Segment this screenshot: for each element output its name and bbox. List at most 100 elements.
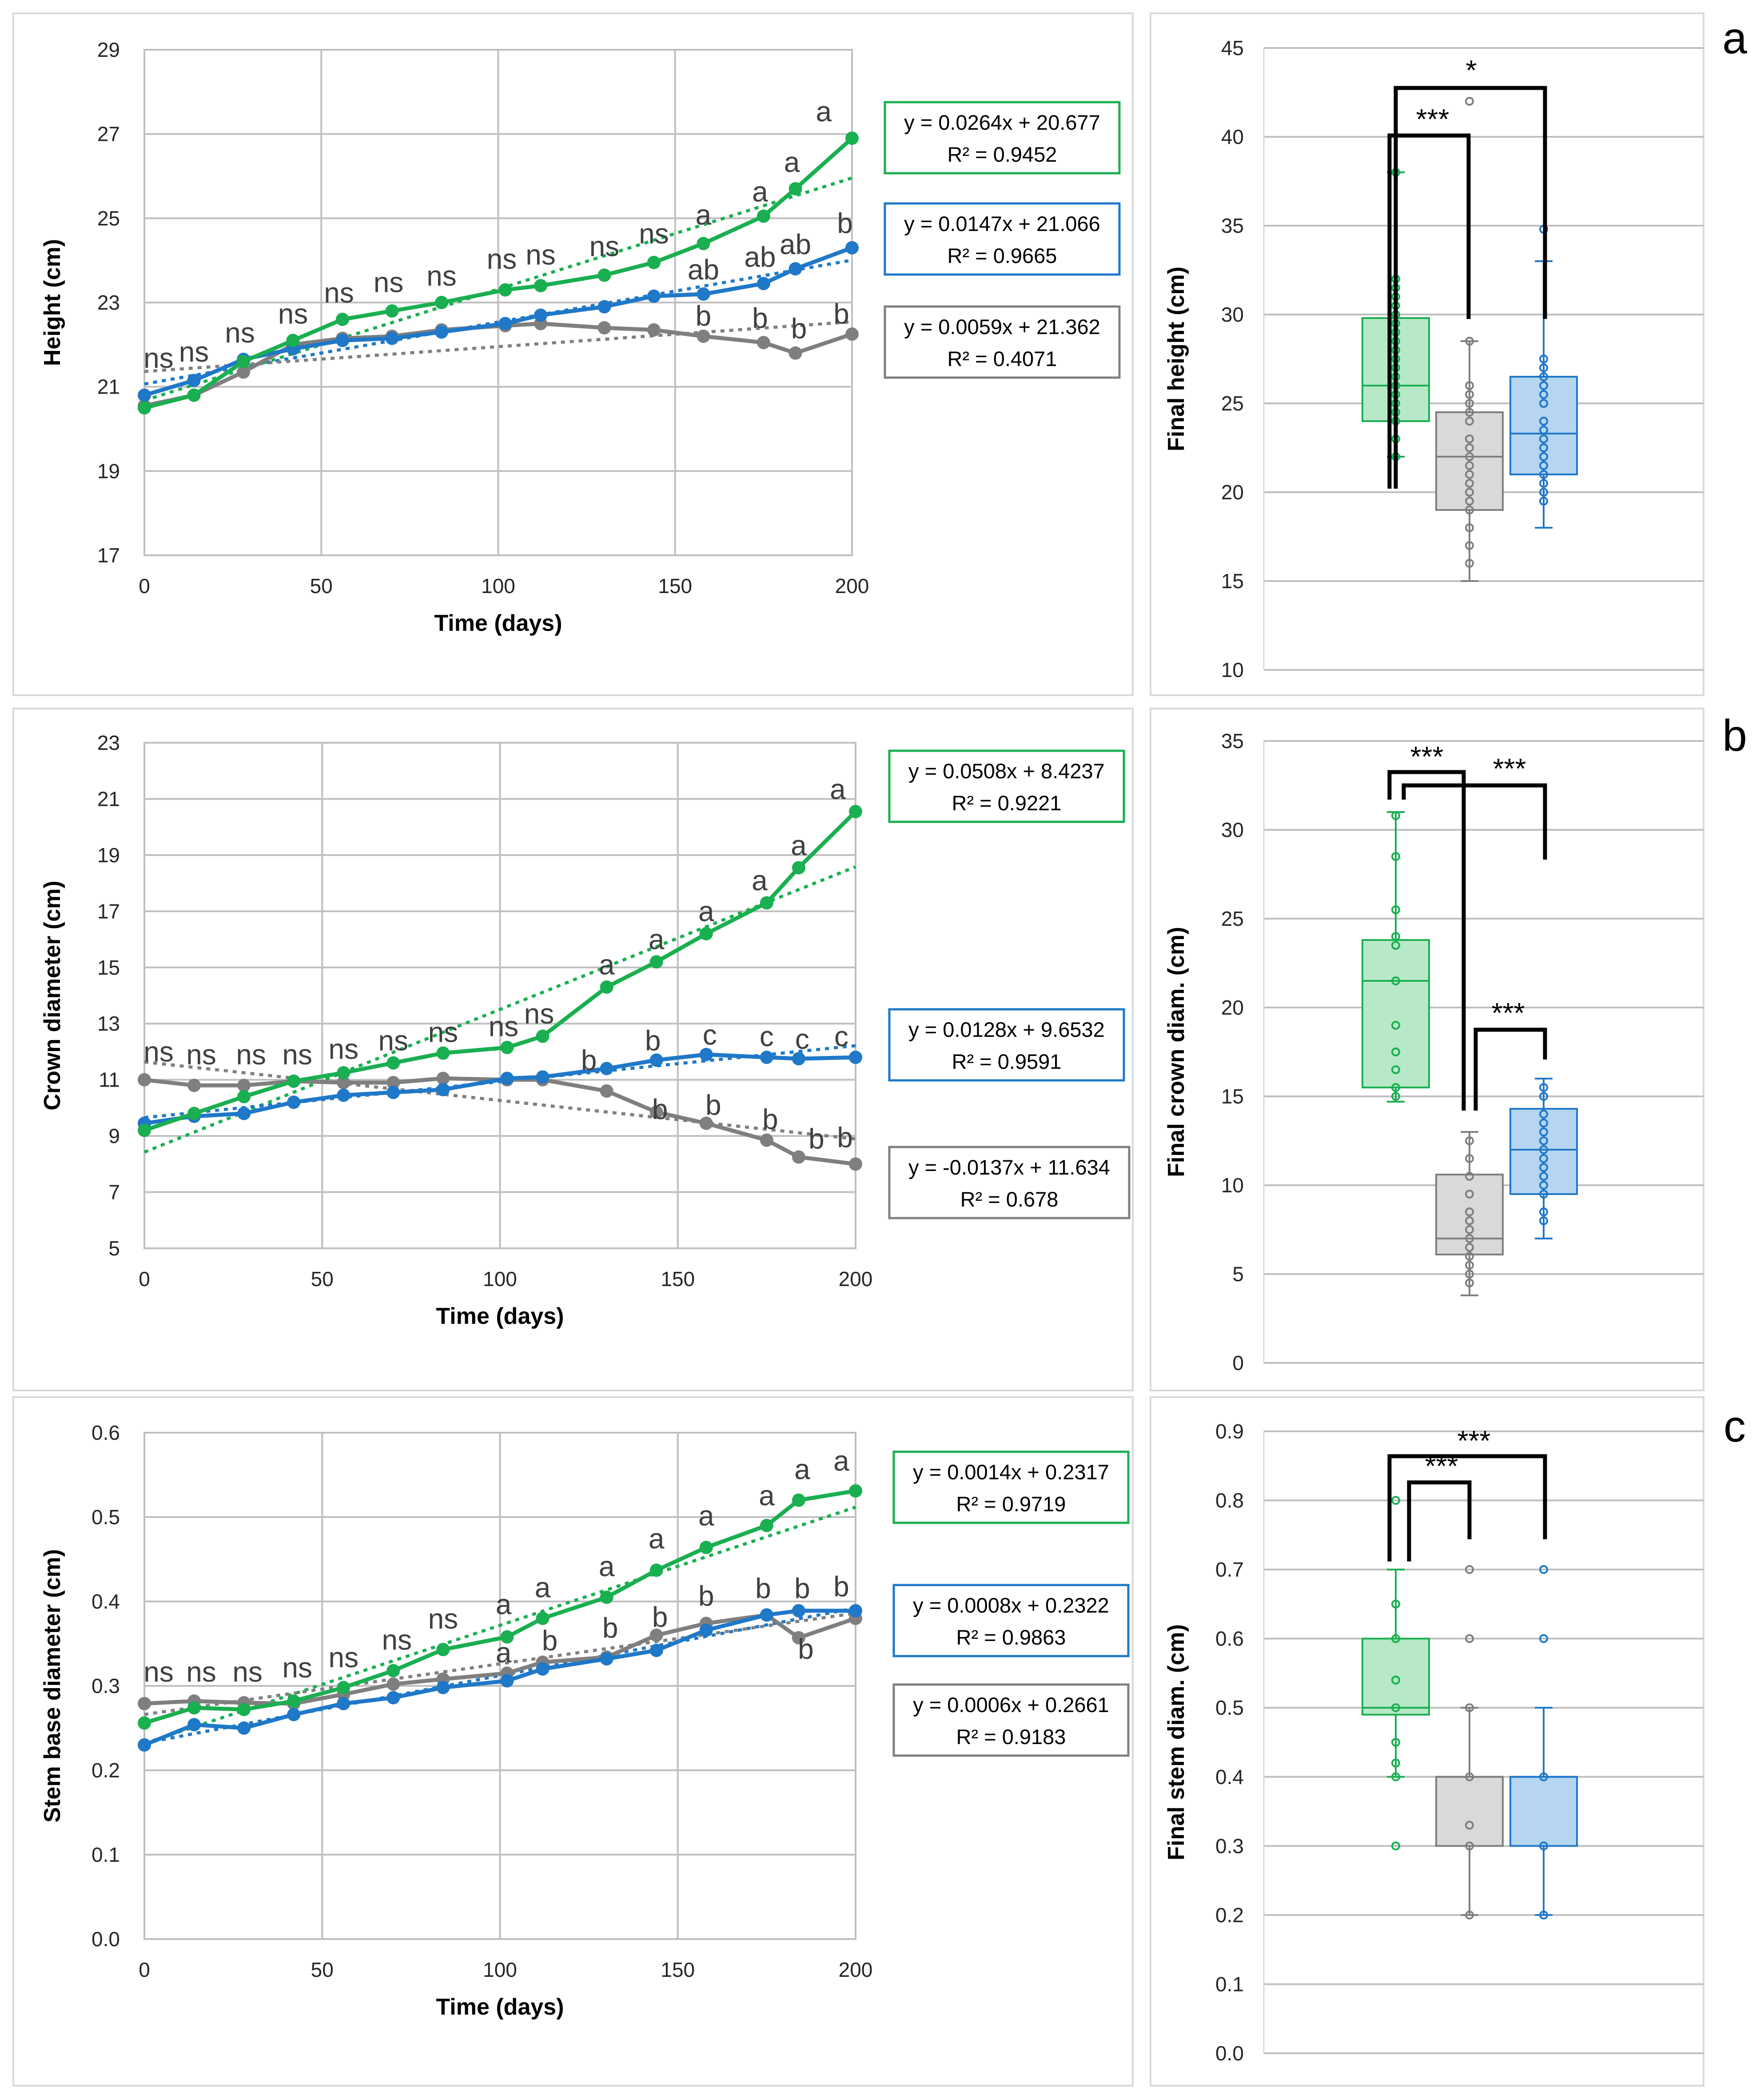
data-point-gray	[1465, 443, 1474, 452]
data-point-gray	[1465, 1820, 1474, 1830]
data-point-gray	[1465, 408, 1474, 417]
significance-annotation: ns	[179, 336, 209, 368]
data-point-green	[600, 980, 613, 994]
significance-annotation: b	[837, 1121, 853, 1153]
data-point-blue	[699, 1623, 713, 1637]
significance-annotation: ns	[143, 342, 174, 374]
r-squared: R² = 0.9221	[952, 791, 1062, 815]
significance-annotation: b	[752, 302, 768, 334]
data-point-blue	[1539, 1127, 1548, 1136]
significance-annotation: ns	[143, 1036, 174, 1068]
data-point-gray	[1465, 1261, 1474, 1270]
r-squared: R² = 0.9452	[948, 143, 1057, 166]
data-point-blue	[849, 1051, 862, 1064]
y-tick-label: 25	[1221, 392, 1244, 415]
data-point-green	[436, 1046, 450, 1060]
data-point-green	[1391, 1065, 1400, 1074]
significance-label: ***	[1410, 741, 1444, 773]
significance-annotation: ab	[744, 241, 776, 273]
significance-annotation: c	[834, 1020, 848, 1052]
significance-annotation: ab	[688, 254, 719, 286]
data-point-green	[336, 312, 350, 326]
data-point-gray	[1465, 1136, 1474, 1145]
significance-annotation: a	[830, 773, 846, 805]
trend-equation: y = 0.0128x + 9.6532	[908, 1018, 1105, 1041]
data-point-green	[237, 1703, 251, 1717]
y-tick-label: 0.5	[92, 1506, 120, 1529]
data-point-blue	[536, 1070, 550, 1084]
r-squared: R² = 0.9665	[948, 244, 1057, 267]
x-tick-label: 0	[139, 1958, 150, 1981]
y-tick-label: 19	[97, 844, 120, 867]
data-point-gray	[1465, 461, 1474, 470]
data-point-green	[649, 1563, 663, 1577]
data-point-green	[1391, 1758, 1400, 1768]
y-tick-label: 35	[1221, 214, 1244, 237]
significance-annotation: ns	[382, 1624, 412, 1656]
data-point-green	[337, 1681, 350, 1694]
significance-annotation: ns	[374, 266, 404, 298]
y-tick-label: 0.8	[1215, 1489, 1244, 1512]
data-point-blue	[500, 1071, 514, 1085]
data-point-gray	[1465, 541, 1474, 550]
data-point-gray	[1465, 1910, 1474, 1920]
data-point-green	[647, 255, 661, 269]
data-point-blue	[1539, 1841, 1548, 1851]
data-point-gray	[649, 1629, 663, 1642]
data-point-green	[187, 1107, 201, 1120]
equation-box-blue	[888, 1008, 1125, 1082]
panel-label: c	[1724, 1402, 1746, 1451]
significance-annotation: b	[705, 1089, 721, 1121]
significance-annotation: ns	[328, 1033, 358, 1065]
data-point-gray	[699, 1116, 713, 1130]
data-point-gray	[1465, 488, 1474, 497]
data-point-blue	[1539, 497, 1548, 506]
data-point-green	[138, 1123, 151, 1137]
significance-annotation: b	[755, 1572, 771, 1604]
data-point-gray	[1465, 1225, 1474, 1234]
significance-annotation: a	[752, 864, 768, 896]
x-tick-label: 50	[310, 574, 333, 597]
significance-bracket	[1402, 783, 1547, 860]
data-point-blue	[845, 241, 859, 255]
significance-annotation: b	[808, 1123, 824, 1155]
significance-bracket	[1387, 1454, 1547, 1561]
data-point-green	[788, 182, 802, 195]
outlier-gray	[1465, 1634, 1474, 1643]
data-point-gray	[138, 1697, 151, 1710]
data-point-gray	[1465, 452, 1474, 461]
data-point-blue	[187, 1718, 201, 1732]
x-tick-label: 0	[139, 574, 150, 597]
significance-annotation: a	[759, 1479, 775, 1511]
significance-annotation: ns	[186, 1039, 216, 1071]
data-point-blue	[237, 1721, 251, 1735]
data-point-gray	[697, 329, 710, 343]
significance-annotation: ns	[143, 1656, 174, 1688]
data-point-gray	[649, 1105, 663, 1119]
plot-area	[143, 49, 853, 556]
significance-annotation: a	[784, 146, 800, 178]
significance-annotation: b	[833, 1571, 849, 1603]
y-tick-label: 0.4	[1215, 1765, 1244, 1788]
data-point-blue	[649, 1053, 663, 1067]
y-tick-label: 15	[1221, 570, 1244, 593]
significance-label: ***	[1416, 103, 1449, 135]
data-point-gray	[792, 1150, 805, 1164]
significance-annotation: a	[698, 1500, 714, 1532]
y-tick-label: 40	[1221, 125, 1244, 148]
data-point-blue	[287, 1708, 301, 1721]
data-point-green	[649, 955, 663, 969]
data-point-blue	[1539, 1136, 1548, 1145]
data-point-blue	[788, 262, 802, 276]
y-tick-label: 0.2	[1215, 1904, 1244, 1927]
significance-annotation: b	[581, 1044, 597, 1076]
data-point-gray	[1465, 434, 1474, 443]
data-point-green	[287, 1074, 301, 1088]
data-point-blue	[386, 1086, 400, 1099]
x-tick-label: 50	[311, 1958, 334, 1981]
y-tick-label: 25	[97, 207, 120, 230]
data-point-gray	[1465, 523, 1474, 532]
significance-label: *	[1466, 54, 1477, 86]
data-point-green	[792, 861, 805, 875]
data-point-green	[1391, 1092, 1400, 1101]
